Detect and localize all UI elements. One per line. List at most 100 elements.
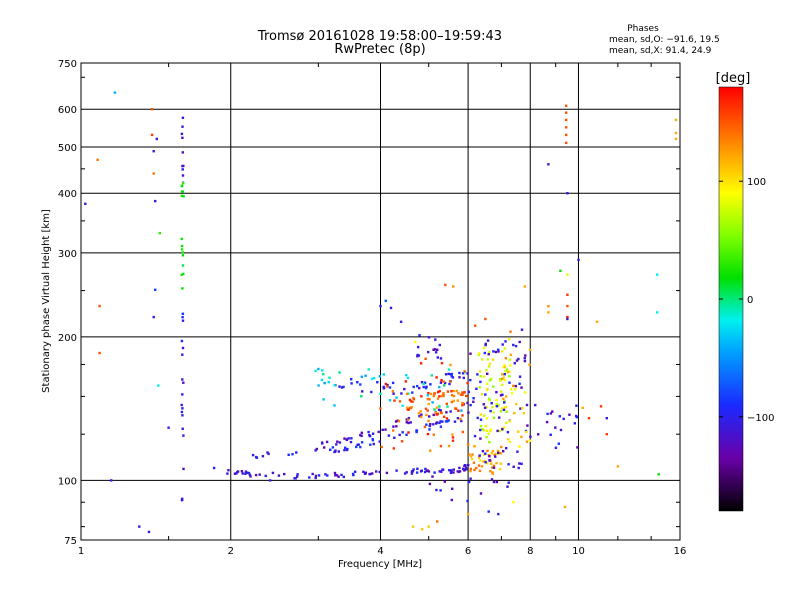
data-point [180,273,183,276]
data-point [467,480,471,484]
data-point [488,379,492,382]
data-point [509,364,512,367]
data-point [181,251,185,254]
data-point [479,459,482,462]
colorbar-tick-label: 100 [747,177,766,188]
data-point [420,381,424,384]
data-point [408,398,412,401]
data-point [351,472,355,476]
data-point [447,444,451,448]
data-point [392,425,395,428]
data-point [424,357,427,360]
data-point [381,428,384,431]
data-point [382,386,386,389]
data-point [508,440,512,444]
data-point [510,388,513,391]
data-point [469,469,472,473]
data-point [441,420,444,423]
data-point [463,391,466,394]
data-point [438,385,441,389]
data-point [433,348,437,351]
data-point [371,432,375,435]
data-point [399,320,403,323]
data-point [475,387,478,390]
data-point [359,445,362,449]
data-point [449,373,452,376]
data-point [563,505,567,509]
data-point [291,453,294,456]
data-point [501,393,504,396]
data-point [483,375,486,378]
data-point [459,417,462,421]
data-point [182,434,185,437]
data-point [406,418,410,421]
data-point [467,411,470,414]
data-point [562,417,565,421]
data-point [482,460,485,463]
data-point [412,385,415,389]
data-point [496,449,500,452]
data-point [506,485,509,488]
data-point [504,405,508,409]
data-point [481,358,484,361]
data-point [327,380,330,384]
data-point [343,448,346,452]
data-point [466,372,469,375]
data-point [488,458,491,462]
data-point [417,345,420,349]
data-point [360,395,363,398]
data-point [566,304,569,308]
data-point [496,429,499,433]
data-point [501,427,504,431]
data-point [559,269,562,272]
data-point [497,348,500,351]
data-point [547,163,550,166]
data-point [478,454,481,457]
data-point [492,480,496,484]
data-point [450,390,453,393]
data-point [419,414,423,417]
data-point [412,396,415,400]
data-point [522,412,526,415]
data-point [388,399,392,402]
data-point [491,406,494,409]
data-point [254,473,258,477]
data-point [512,465,515,468]
data-point [487,397,491,400]
data-point [587,417,591,420]
data-point [479,428,482,432]
data-point [411,400,414,403]
data-point [528,439,532,442]
data-point [518,340,521,344]
data-point [566,192,569,195]
data-point [331,446,335,449]
data-point [379,304,382,308]
data-point [450,393,454,397]
data-point [388,386,392,389]
data-point [372,442,375,446]
data-point [489,409,492,413]
data-point [484,317,487,321]
data-point [456,399,459,402]
data-point [521,406,524,410]
data-point [315,447,318,451]
data-point [342,475,345,479]
data-point [502,376,505,379]
data-point [261,455,265,458]
colorbar-ticks: 100 0 −100 [719,177,774,424]
data-point [384,428,387,431]
data-point [401,404,404,407]
data-point [534,403,537,407]
data-point [338,385,341,388]
data-point [422,382,425,386]
data-point [484,393,487,396]
data-point [450,400,453,404]
data-point [461,404,464,407]
data-point [395,425,398,428]
data-point [595,320,599,323]
data-point [489,377,493,381]
data-point [436,348,439,351]
data-point [391,390,395,393]
data-point [472,400,475,403]
data-point [479,425,483,428]
